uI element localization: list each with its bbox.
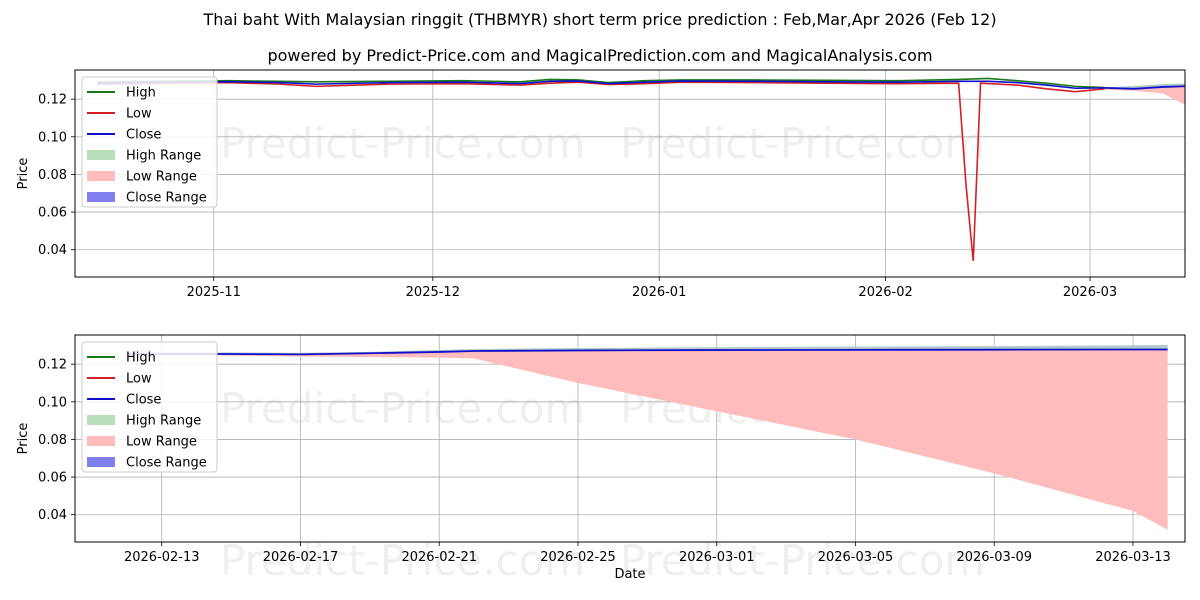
y-tick-label: 0.12 [38, 358, 67, 373]
x-tick-label: 2026-03 [1063, 285, 1117, 300]
legend-swatch [87, 192, 115, 202]
y-tick-label: 0.08 [38, 168, 67, 183]
forecast-close-line [1104, 85, 1185, 90]
legend-label: Low [126, 107, 152, 122]
watermark-text: Predict-Price.com [220, 536, 585, 585]
forecast-close-line [127, 348, 1168, 356]
y-tick-label: 0.04 [38, 508, 67, 523]
y-tick-label: 0.06 [38, 471, 67, 486]
legend-label: Close [126, 393, 161, 408]
x-tick-label: 2026-02-25 [540, 550, 616, 565]
y-tick-label: 0.04 [38, 243, 67, 258]
chart-subtitle: powered by Predict-Price.com and Magical… [267, 46, 933, 65]
y-axis-label: Price [16, 158, 31, 190]
legend-box [81, 341, 218, 473]
legend-label: High Range [126, 149, 201, 164]
close-range-area [1104, 83, 1185, 89]
y-tick-label: 0.10 [38, 395, 67, 410]
y-tick-label: 0.12 [38, 93, 67, 108]
y-axis-label: Price [16, 423, 31, 455]
x-tick-label: 2026-01 [632, 285, 686, 300]
series-low-line [96, 81, 1105, 262]
low-range-area [1104, 86, 1185, 105]
x-tick-label: 2026-03-01 [679, 550, 755, 565]
chart-title: Thai baht With Malaysian ringgit (THBMYR… [203, 10, 997, 29]
high-range-area [127, 344, 1168, 355]
legend-label: High Range [126, 414, 201, 429]
high-range-area [1104, 83, 1185, 89]
plot-frame [74, 69, 1186, 278]
series-high-line [96, 77, 1105, 89]
y-tick-label: 0.08 [38, 433, 67, 448]
plot-area [96, 77, 1185, 262]
legend-label: Close [126, 128, 161, 143]
legend-swatch [87, 436, 115, 446]
legend-label: Low Range [126, 170, 197, 185]
legend-box [81, 76, 218, 208]
plot-area [127, 344, 1168, 530]
watermark-text: Predict-Price.com [620, 119, 985, 168]
plot-frame [74, 334, 1186, 543]
x-tick-label: 2026-02-21 [401, 550, 477, 565]
x-tick-label: 2026-03-09 [956, 550, 1032, 565]
x-axis-label: Date [614, 567, 645, 582]
close-range-area [127, 344, 1168, 354]
legend-label: High [126, 351, 156, 366]
series-close-line [96, 80, 1105, 90]
watermark-text: Predict-Price.com [220, 384, 585, 433]
legend-label: Low [126, 372, 152, 387]
x-tick-label: 2026-02 [858, 285, 912, 300]
x-tick-label: 2026-03-13 [1095, 550, 1171, 565]
x-tick-label: 2026-02-17 [263, 550, 339, 565]
x-tick-label: 2025-12 [406, 285, 460, 300]
watermark-text: Predict-Price.com [620, 384, 985, 433]
legend-label: Close Range [126, 456, 207, 471]
x-tick-label: 2026-02-13 [124, 550, 200, 565]
x-tick-label: 2026-03-05 [818, 550, 894, 565]
legend-swatch [87, 415, 115, 425]
y-tick-label: 0.10 [38, 130, 67, 145]
watermark-text: Predict-Price.com [620, 536, 985, 585]
legend-label: Close Range [126, 191, 207, 206]
y-tick-label: 0.06 [38, 206, 67, 221]
legend-label: High [126, 86, 156, 101]
x-tick-label: 2025-11 [187, 285, 241, 300]
legend-swatch [87, 457, 115, 467]
watermark-text: Predict-Price.com [220, 119, 585, 168]
legend-swatch [87, 171, 115, 181]
top-chart: Predict-Price.com Predict-Price.com 2025-1… [16, 69, 1186, 300]
low-range-area [127, 349, 1168, 530]
legend-label: Low Range [126, 435, 197, 450]
legend-swatch [87, 150, 115, 160]
